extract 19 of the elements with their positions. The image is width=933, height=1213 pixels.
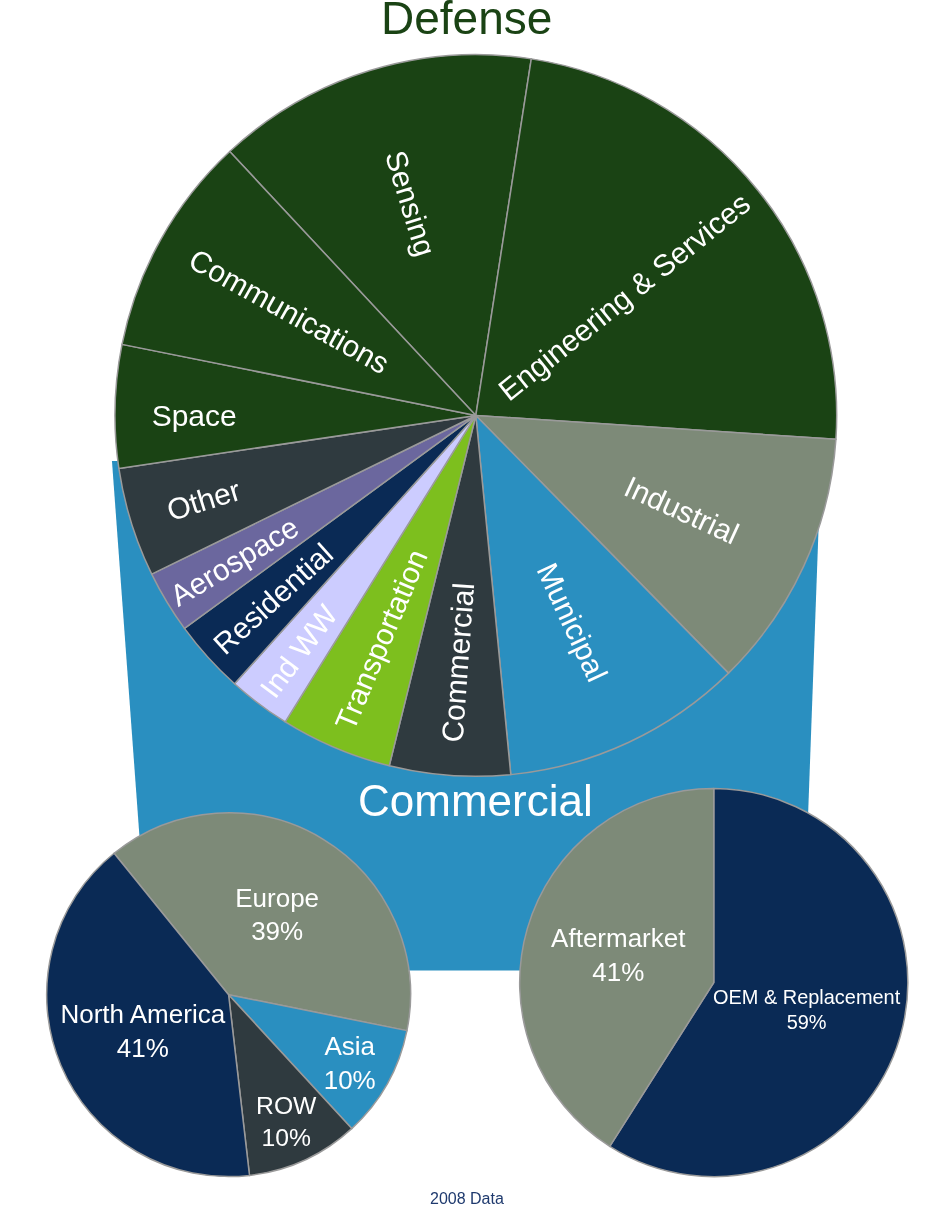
data-label: 59%: [786, 1011, 827, 1034]
slice-label: ROW: [256, 1091, 318, 1119]
text: Commercial: [358, 776, 593, 825]
slice-label: Commercial: [435, 581, 481, 744]
slice-label: Asia: [324, 1030, 376, 1061]
data-label: 10%: [261, 1123, 311, 1151]
slice-label: Sensing: [378, 146, 443, 260]
data-label: 39%: [251, 916, 304, 947]
data-label: 41%: [592, 956, 645, 987]
slice-label: Space: [151, 398, 237, 432]
text: Defense: [381, 0, 553, 44]
slice-label: Aftermarket: [551, 923, 687, 954]
data-label: 10%: [323, 1064, 376, 1095]
data-label: 41%: [116, 1032, 169, 1063]
text: 2008 Data: [430, 1190, 504, 1207]
slice-label: Europe: [235, 882, 320, 913]
slice-label: OEM & Replacement: [713, 985, 901, 1008]
slice-label: Other: [162, 473, 245, 527]
slice-label: North America: [60, 998, 226, 1029]
